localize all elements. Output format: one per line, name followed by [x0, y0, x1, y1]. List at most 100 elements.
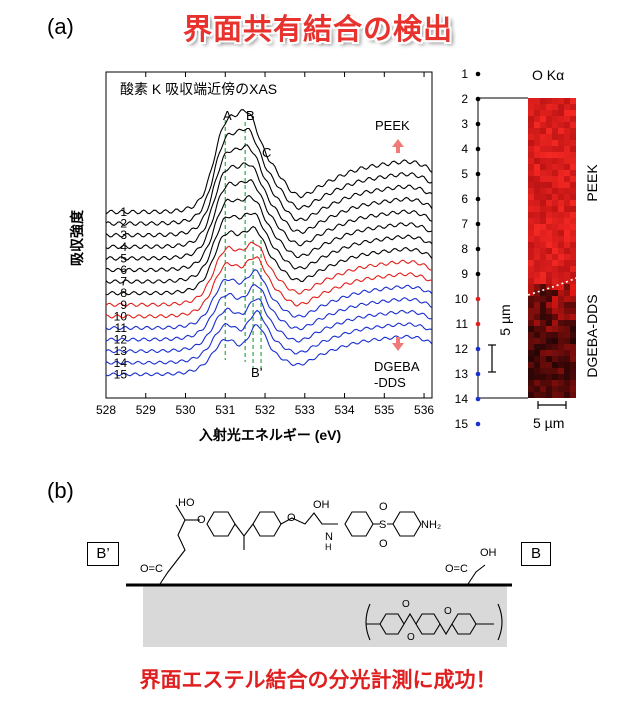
spectrum-line-11 — [105, 268, 433, 331]
heatmap-cell — [540, 116, 546, 122]
heatmap-cell — [528, 350, 534, 356]
heatmap-cell — [558, 194, 564, 200]
heatmap-cell — [570, 338, 576, 344]
heatmap-cell — [552, 278, 558, 284]
heatmap-cell — [552, 116, 558, 122]
x-tick-label: 528 — [96, 403, 116, 417]
heatmap-cell — [564, 182, 570, 188]
heatmap-cell — [558, 116, 564, 122]
heatmap-cell — [528, 110, 534, 116]
heatmap-cell — [558, 134, 564, 140]
heatmap-cell — [570, 224, 576, 230]
heatmap-cell — [546, 290, 552, 296]
heatmap-cell — [534, 194, 540, 200]
heatmap-cell — [546, 386, 552, 392]
heatmap-cell — [540, 266, 546, 272]
spectrum-line-6 — [105, 194, 433, 273]
heatmap-cell — [534, 116, 540, 122]
heatmap-cell — [564, 236, 570, 242]
heatmap-cell — [564, 386, 570, 392]
heatmap-cell — [546, 134, 552, 140]
label-box-b: B — [521, 542, 551, 566]
heatmap-cell — [570, 194, 576, 200]
heatmap-cell — [570, 314, 576, 320]
row-label-6: 6 — [461, 192, 468, 206]
heatmap-cell — [570, 326, 576, 332]
heatmap-cell — [540, 206, 546, 212]
heatmap-cell — [558, 188, 564, 194]
heatmap-cell — [552, 314, 558, 320]
region-label-dgeba: DGEBA-DDS — [584, 294, 600, 377]
heatmap-cell — [540, 374, 546, 380]
heatmap-cell — [546, 170, 552, 176]
row-label-14: 14 — [455, 392, 469, 406]
heatmap-cell — [558, 128, 564, 134]
row-label-8: 8 — [461, 242, 468, 256]
heatmap-cell — [564, 332, 570, 338]
carbonyl-right: O=C — [445, 563, 468, 575]
heatmap-cell — [570, 146, 576, 152]
xas-xlabel: 入射光エネルギー (eV) — [199, 427, 341, 443]
heatmap-cell — [546, 380, 552, 386]
heatmap-cell — [528, 128, 534, 134]
heatmap-cell — [534, 272, 540, 278]
peek-ether-o2: O — [444, 606, 452, 617]
heatmap-cell — [558, 260, 564, 266]
heatmap-cell — [534, 230, 540, 236]
heatmap-cell — [564, 290, 570, 296]
heatmap-cell — [528, 272, 534, 278]
heatmap-cell — [528, 188, 534, 194]
heatmap-cell — [546, 116, 552, 122]
series-label-12: 12 — [114, 333, 128, 347]
heatmap-cell — [540, 176, 546, 182]
heatmap-cell — [570, 374, 576, 380]
heatmap-cell — [564, 122, 570, 128]
heatmap-cell — [558, 182, 564, 188]
heatmap-cell — [564, 344, 570, 350]
heatmap-cell — [570, 272, 576, 278]
heatmap-cell — [534, 98, 540, 104]
heatmap-cell — [564, 374, 570, 380]
heatmap-cell — [540, 230, 546, 236]
heatmap-cell — [570, 140, 576, 146]
heatmap-cell — [570, 218, 576, 224]
heatmap-cell — [558, 266, 564, 272]
row-marker-14 — [475, 396, 481, 402]
heatmap-cell — [570, 332, 576, 338]
heatmap-cell — [558, 104, 564, 110]
heatmap-cell — [534, 224, 540, 230]
spectrum-line-4 — [105, 162, 433, 250]
heatmap-cell — [558, 326, 564, 332]
heatmap-cell — [564, 362, 570, 368]
heatmap-cell — [558, 344, 564, 350]
heatmap-cell — [558, 374, 564, 380]
heatmap-cell — [540, 368, 546, 374]
heatmap-cell — [540, 140, 546, 146]
row-label-3: 3 — [461, 117, 468, 131]
spectrum-line-13 — [105, 298, 433, 354]
heatmap-cell — [570, 230, 576, 236]
heatmap-cell — [534, 260, 540, 266]
heatmap-cell — [528, 314, 534, 320]
heatmap-cell — [564, 158, 570, 164]
heatmap-cell — [540, 320, 546, 326]
heatmap-cell — [540, 338, 546, 344]
heatmap-cell — [552, 284, 558, 290]
heatmap-cell — [552, 176, 558, 182]
heatmap-cell — [570, 212, 576, 218]
heatmap-cell — [570, 266, 576, 272]
heatmap-cell — [528, 248, 534, 254]
heatmap-title: O Kα — [532, 67, 564, 83]
heatmap-cell — [564, 284, 570, 290]
heatmap-cell — [558, 140, 564, 146]
heatmap-cell — [552, 290, 558, 296]
heatmap-cell — [564, 146, 570, 152]
row-marker-5 — [475, 171, 481, 177]
heatmap-cell — [552, 194, 558, 200]
heatmap-cell — [528, 230, 534, 236]
heatmap-cell — [552, 374, 558, 380]
heatmap-cell — [528, 236, 534, 242]
row-marker-8 — [475, 246, 481, 252]
heatmap-cell — [558, 200, 564, 206]
heatmap-cell — [552, 218, 558, 224]
